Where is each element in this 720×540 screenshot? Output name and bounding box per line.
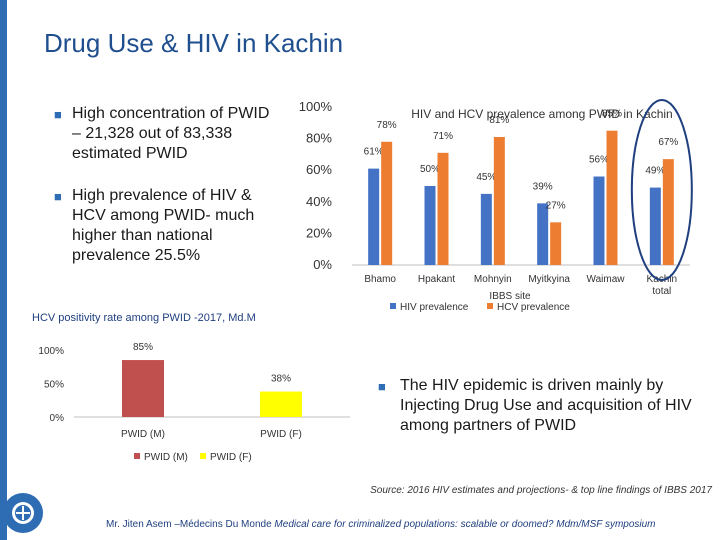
data-label: 67% xyxy=(658,137,678,148)
data-label: 81% xyxy=(489,115,509,126)
bullet-item: ■ High prevalence of HIV & HCV among PWI… xyxy=(52,186,277,266)
y-tick-label: 0% xyxy=(313,257,332,272)
bar xyxy=(649,187,661,265)
data-label: 38% xyxy=(271,374,291,385)
bar xyxy=(122,360,164,417)
legend-swatch xyxy=(390,303,396,309)
hiv-hcv-prevalence-chart: HIV and HCV prevalence among PWID in Kac… xyxy=(299,99,693,313)
legend-swatch xyxy=(487,303,493,309)
page-title: Drug Use & HIV in Kachin xyxy=(44,28,344,58)
x-tick-label: total xyxy=(652,286,671,297)
x-axis-note: IBBS site xyxy=(489,291,531,302)
y-tick-label: 60% xyxy=(306,162,332,177)
bar xyxy=(424,186,436,265)
left-accent-bar xyxy=(0,0,7,540)
x-tick-label: PWID (M) xyxy=(121,429,165,440)
bar xyxy=(381,141,393,265)
data-label: 78% xyxy=(377,120,397,131)
chart-title: HCV positivity rate among PWID -2017, Md… xyxy=(32,312,256,324)
legend-label: HIV prevalence xyxy=(400,302,469,313)
bullet-square-icon: ■ xyxy=(378,379,386,394)
legend-swatch xyxy=(200,453,206,459)
bullet-list: ■ High concentration of PWID – 21,328 ou… xyxy=(52,104,277,288)
x-tick-label: Myitkyina xyxy=(528,274,570,285)
data-label: 39% xyxy=(533,181,553,192)
bar xyxy=(480,193,492,265)
y-tick-label: 40% xyxy=(306,194,332,209)
bar xyxy=(606,130,618,265)
footer-event: Medical care for criminalized population… xyxy=(274,519,656,530)
footer: Mr. Jiten Asem –Médecins Du Monde Medica… xyxy=(106,519,656,530)
y-tick-label: 0% xyxy=(50,413,65,424)
bar xyxy=(593,176,605,265)
data-label: 85% xyxy=(133,342,153,353)
y-tick-label: 80% xyxy=(306,131,332,146)
footer-author: Mr. Jiten Asem –Médecins Du Monde xyxy=(106,519,272,530)
bullet-text: High concentration of PWID – 21,328 out … xyxy=(72,105,270,162)
data-label: 61% xyxy=(364,147,384,158)
data-label: 50% xyxy=(420,164,440,175)
bar xyxy=(368,168,380,265)
y-tick-label: 100% xyxy=(299,99,333,114)
bar xyxy=(550,222,562,265)
bar xyxy=(493,137,505,265)
legend-swatch xyxy=(134,453,140,459)
bar xyxy=(662,159,674,265)
legend-label: PWID (M) xyxy=(144,452,188,463)
legend-label: PWID (F) xyxy=(210,452,252,463)
data-label: 45% xyxy=(476,172,496,183)
data-label: 56% xyxy=(589,155,609,166)
bar xyxy=(437,152,449,265)
x-tick-label: Hpakant xyxy=(418,274,455,285)
x-tick-label: Waimaw xyxy=(587,274,626,285)
y-tick-label: 50% xyxy=(44,380,64,391)
y-tick-label: 100% xyxy=(38,346,64,357)
data-label: 27% xyxy=(546,200,566,211)
bullet-square-icon: ■ xyxy=(54,189,62,204)
x-tick-label: Bhamo xyxy=(364,274,396,285)
data-label: 85% xyxy=(602,109,622,120)
data-label: 71% xyxy=(433,131,453,142)
bar xyxy=(537,203,549,265)
highlight-ellipse xyxy=(630,99,693,281)
y-tick-label: 20% xyxy=(306,225,332,240)
medecins-du-monde-logo xyxy=(3,493,43,533)
x-tick-label: PWID (F) xyxy=(260,429,302,440)
bullet-item: ■ High concentration of PWID – 21,328 ou… xyxy=(52,104,277,164)
legend-label: HCV prevalence xyxy=(497,302,570,313)
x-tick-label: Mohnyin xyxy=(474,274,512,285)
bullet-item: ■ The HIV epidemic is driven mainly by I… xyxy=(378,376,720,436)
bullet-text: High prevalence of HIV & HCV among PWID-… xyxy=(72,187,255,264)
hcv-positivity-chart: HCV positivity rate among PWID -2017, Md… xyxy=(32,312,350,463)
bullet-text: The HIV epidemic is driven mainly by Inj… xyxy=(400,377,692,434)
bullet-square-icon: ■ xyxy=(54,107,62,122)
bar xyxy=(260,391,302,417)
source-note: Source: 2016 HIV estimates and projectio… xyxy=(370,485,712,496)
chart-title: HIV and HCV prevalence among PWID in Kac… xyxy=(411,107,672,121)
data-label: 49% xyxy=(645,166,665,177)
